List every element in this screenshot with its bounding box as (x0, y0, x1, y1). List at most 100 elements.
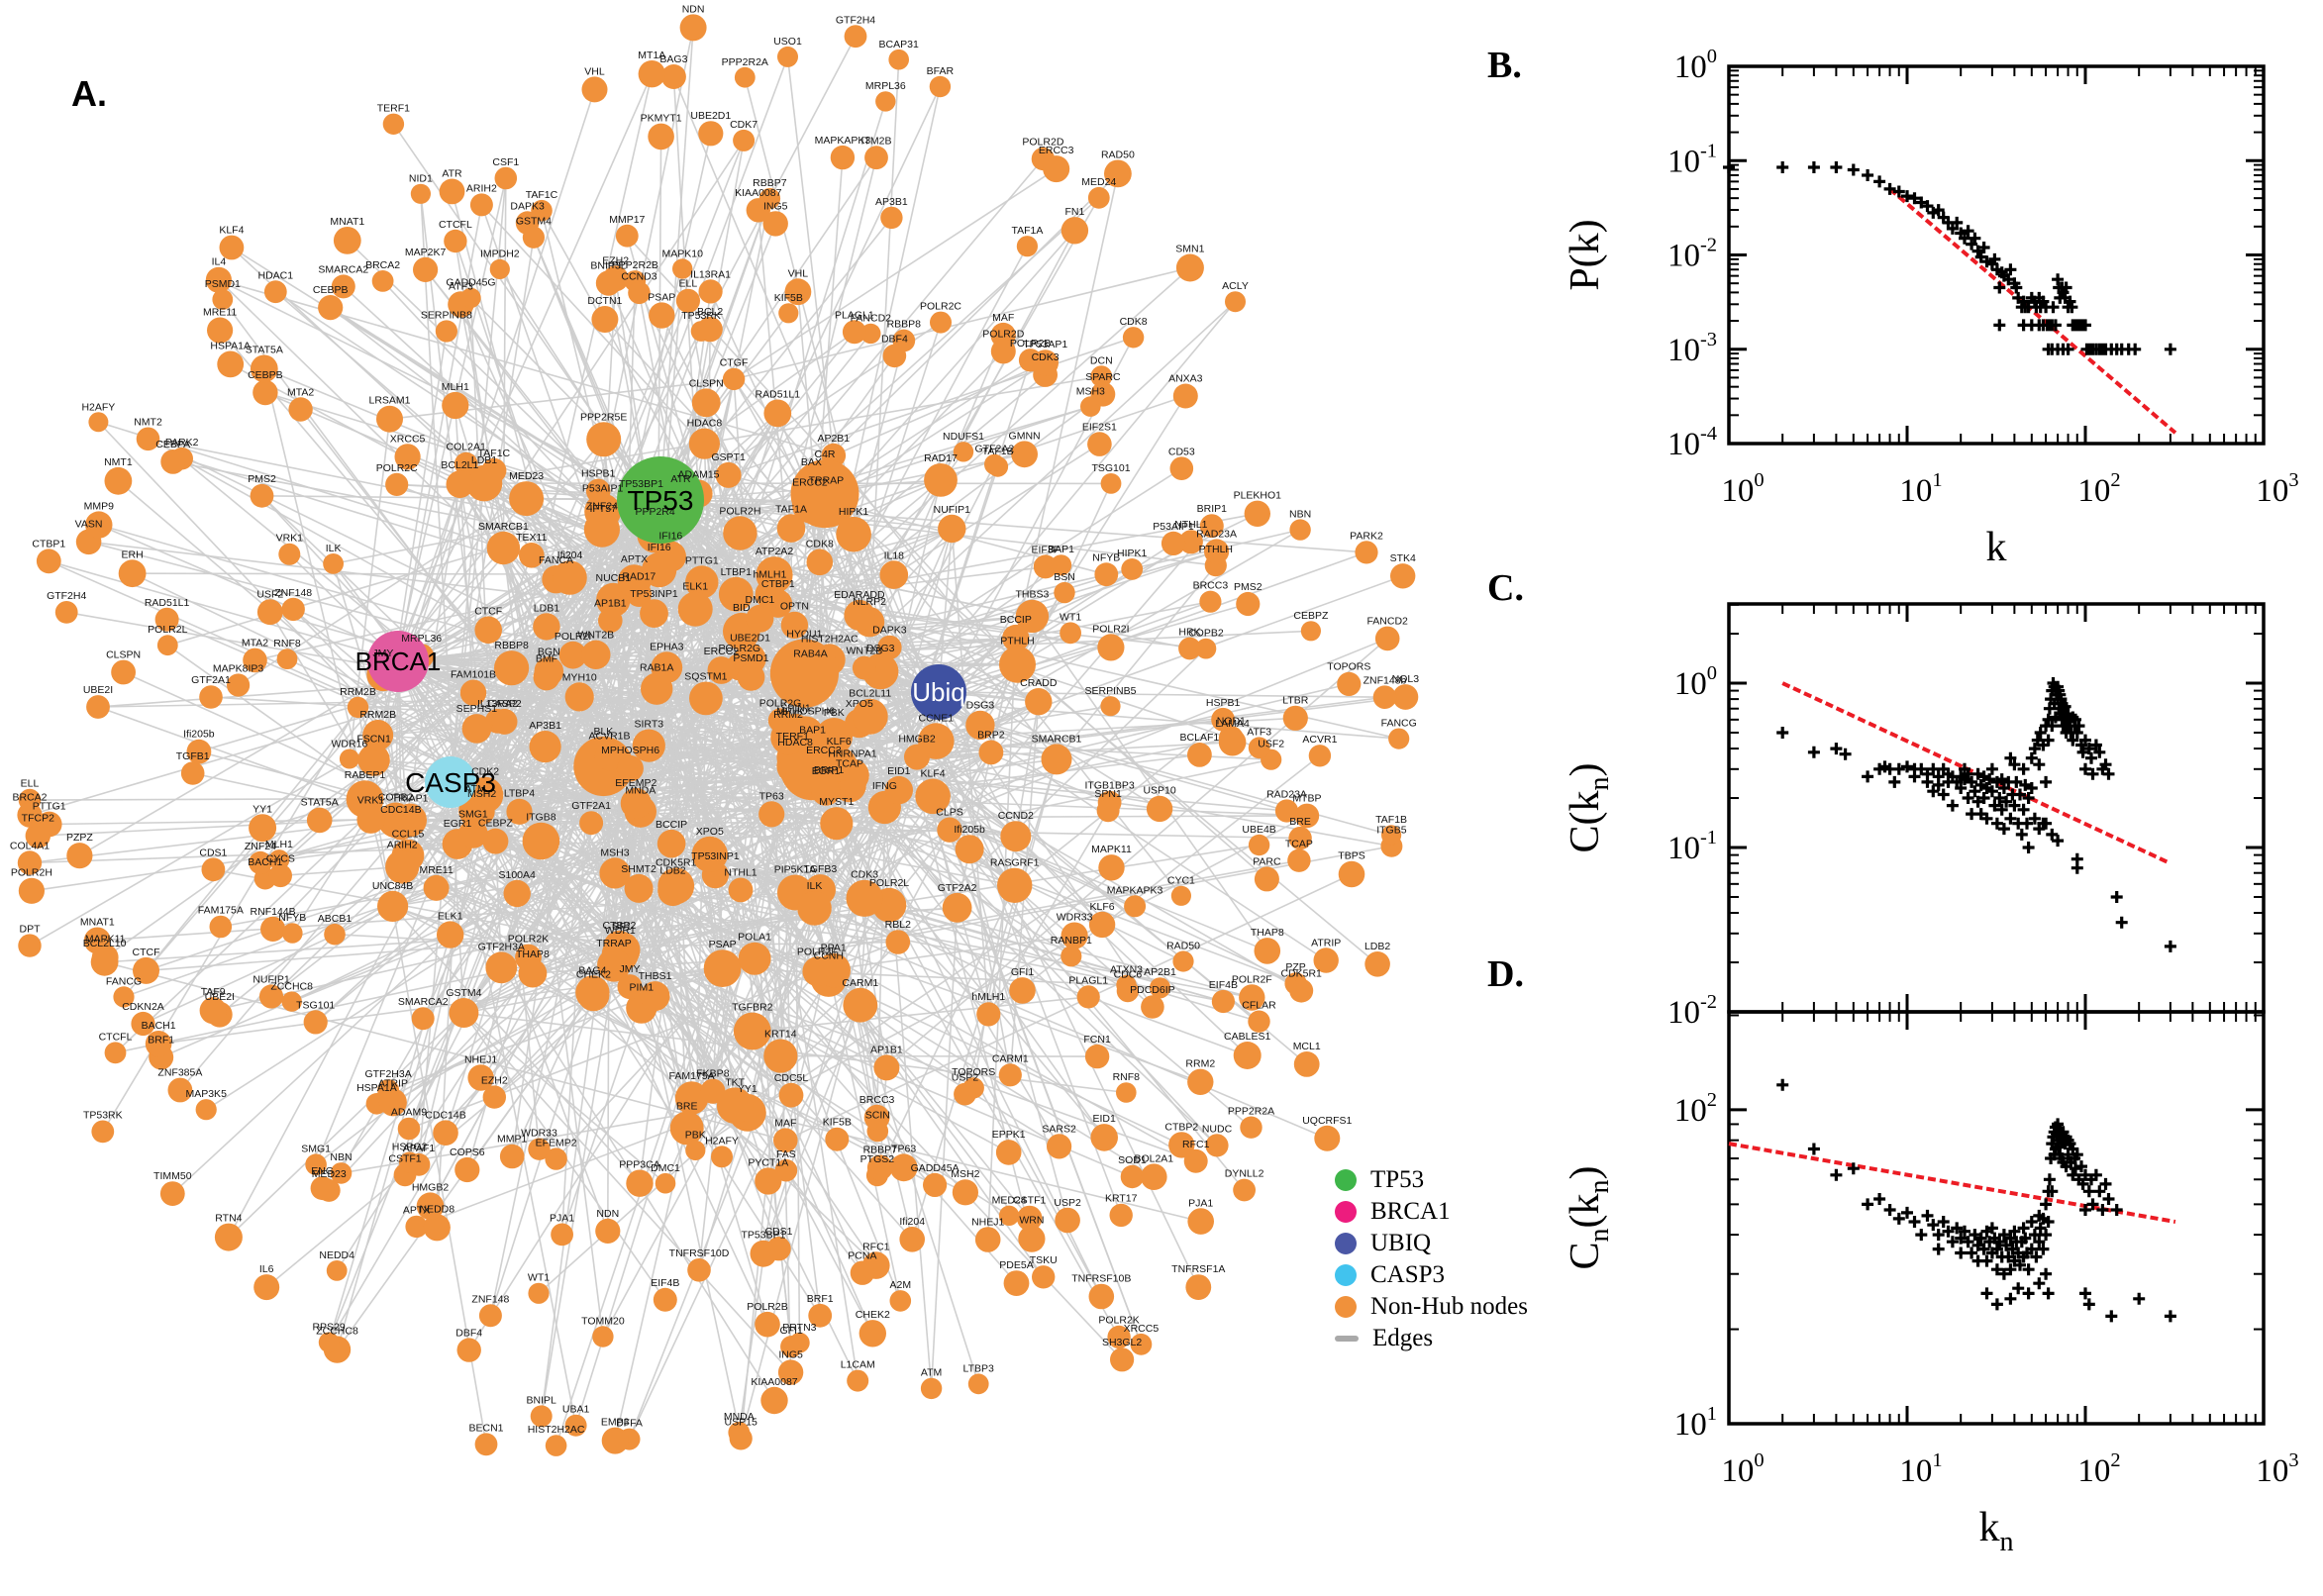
node-label: VHL (584, 65, 605, 77)
node-label: DCN (1090, 354, 1113, 366)
non-hub-node (738, 942, 771, 975)
node-label: TKT (725, 1076, 745, 1088)
non-hub-node (777, 1359, 804, 1385)
node-label: MCL1 (1293, 1041, 1321, 1052)
non-hub-node (362, 720, 394, 750)
node-label: RAB1A (640, 662, 673, 674)
non-hub-node (437, 921, 464, 948)
node-label: POLR2D (982, 328, 1024, 340)
node-label: ZNF385A (157, 1067, 202, 1079)
node-label: HSPA1A (210, 341, 251, 352)
non-hub-node (669, 1111, 704, 1146)
non-hub-node (318, 295, 344, 321)
node-label: CDK3 (1032, 351, 1060, 363)
non-hub-node (852, 655, 876, 680)
non-hub-node (762, 211, 788, 237)
node-label: BAP1 (1048, 544, 1074, 555)
node-label: POLR2C (920, 301, 961, 313)
node-label: ZCCHC8 (270, 980, 313, 992)
node-label: BRF1 (148, 1034, 174, 1046)
node-label: MMP17 (609, 214, 645, 226)
non-hub-node (707, 656, 736, 684)
non-hub-node (1090, 365, 1113, 388)
node-label: NTHL1 (724, 866, 757, 878)
node-label: PSMD1 (205, 278, 241, 290)
non-hub-node (186, 739, 212, 764)
node-label: SERPINB8 (421, 309, 472, 321)
non-hub-node (657, 875, 688, 907)
node-label: BRCA2 (365, 259, 400, 271)
node-label: KIF5B (774, 292, 803, 304)
axis-tick-label: 102 (2077, 1449, 2120, 1489)
node-label: PCNA (848, 1250, 876, 1262)
node-label: MAF (992, 312, 1014, 324)
node-label: SPIN1 (780, 703, 811, 715)
node-label: NUFIP1 (934, 504, 971, 516)
non-hub-node (195, 1099, 217, 1121)
non-hub-node (1011, 441, 1038, 468)
node-label: DPT (20, 923, 42, 935)
node-label: ARIH2 (466, 182, 497, 194)
non-hub-node (558, 641, 587, 669)
non-hub-node (716, 1087, 754, 1124)
non-hub-node (1076, 985, 1100, 1009)
node-label: PARC (1253, 855, 1281, 867)
node-label: KLF6 (1090, 901, 1115, 913)
non-hub-node (746, 604, 774, 633)
non-hub-node (651, 651, 683, 684)
non-hub-node (1141, 1163, 1167, 1190)
axis-tick-label: 10-1 (1667, 140, 1717, 179)
non-hub-node (212, 289, 234, 310)
non-hub-node (820, 807, 854, 841)
non-hub-node (1055, 1207, 1080, 1234)
node-label: ATXN3 (1110, 964, 1143, 976)
non-hub-node (305, 1153, 327, 1175)
non-hub-node (674, 1081, 709, 1115)
node-label: CDC14B (425, 1109, 465, 1121)
hub-label-ubiq: Ubiq (912, 677, 964, 707)
node-label: YY1 (252, 803, 272, 815)
non-hub-node (499, 1144, 525, 1169)
non-hub-node (1381, 825, 1402, 846)
node-label: TCAP (1285, 839, 1313, 850)
non-hub-node (976, 1002, 1001, 1027)
node-label: CTBP2 (602, 920, 636, 932)
node-label: Ifi204 (899, 1216, 925, 1228)
hub-node-tp53 (617, 456, 704, 544)
non-hub-node (923, 1172, 948, 1197)
network-plot: TP53RK KIAA0087 THAP8 CDC14B DSG3 NTHL1 CEBPZ V… (10, 3, 1419, 1456)
non-hub-node (518, 958, 548, 988)
non-hub-node (1032, 1265, 1056, 1289)
non-hub-node (410, 183, 431, 204)
non-hub-node (564, 682, 594, 712)
node-label: ZNF24 (586, 501, 618, 513)
non-hub-node (778, 303, 799, 324)
node-label: MSH3 (600, 847, 629, 858)
node-label: S100A4 (499, 869, 537, 881)
node-label: TRIAP1 (392, 793, 429, 805)
non-hub-node (899, 1227, 925, 1252)
node-label: CDK7 (730, 119, 758, 131)
node-label: USP15 (725, 1416, 758, 1428)
non-hub-node (1016, 1205, 1043, 1232)
node-label: MAPK11 (85, 934, 126, 946)
non-hub-node (1248, 834, 1270, 856)
node-label: TERF1 (776, 731, 809, 743)
non-hub-node (528, 1282, 550, 1304)
node-label: MNDA (625, 785, 656, 797)
non-hub-node (766, 1237, 791, 1261)
node-label: BCL2 (697, 306, 723, 318)
non-hub-node (1205, 1134, 1229, 1157)
non-hub-node (1088, 911, 1116, 939)
non-hub-node (423, 1214, 451, 1242)
node-label: OPTN (780, 601, 809, 613)
node-label: EID1 (1093, 1113, 1117, 1125)
node-label: Ifi205b (954, 824, 985, 836)
node-label: POLR2K (508, 934, 549, 946)
node-label: ATM (464, 783, 485, 795)
axis-tick-label: 102 (1674, 1089, 1717, 1129)
non-hub-node (1187, 1208, 1214, 1235)
scatter-points (1723, 161, 2176, 355)
fit-line (1888, 187, 2177, 435)
